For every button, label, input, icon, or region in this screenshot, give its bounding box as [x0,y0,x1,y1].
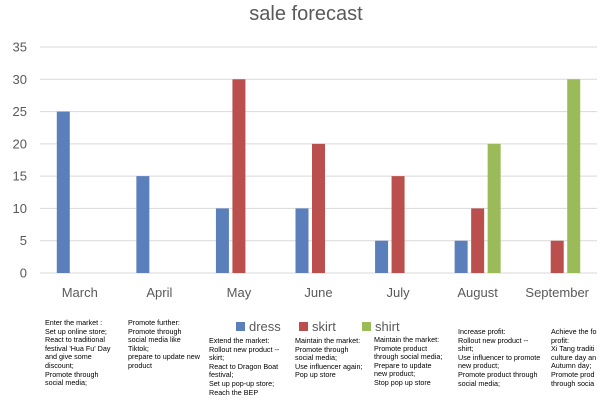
y-tick-label: 20 [13,136,27,151]
x-tick-label: July [387,285,411,300]
note-april: Promote further: Promote through social … [128,319,200,370]
bar-skirt-september [550,240,564,273]
legend-label-dress: dress [249,319,281,334]
bar-dress-june [295,208,309,273]
x-tick-label: August [457,285,498,300]
bar-skirt-june [312,143,325,273]
legend-swatch-skirt [299,322,308,331]
note-august: Increase profit: Rollout new product -- … [458,328,541,388]
y-tick-label: 5 [20,233,27,248]
y-tick-label: 15 [13,169,27,184]
bar-dress-may [215,208,229,273]
y-tick-label: 10 [13,201,27,216]
x-tick-label: May [227,285,252,300]
bars [56,79,581,274]
legend: dress skirt shirt [236,319,400,334]
y-tick-label: 30 [13,72,27,87]
bar-shirt-august [487,143,501,273]
x-axis-ticks: March April May June July August September [62,285,590,300]
legend-swatch-shirt [362,322,371,331]
note-september: Achieve the fo profit: Xi Tang traditi c… [551,328,597,388]
y-tick-label: 35 [13,40,27,55]
bar-dress-april [136,176,150,273]
x-tick-label: June [304,285,332,300]
bar-skirt-may [232,79,246,274]
legend-swatch-dress [236,322,245,331]
note-june: Maintain the market: Promote through soc… [295,337,363,380]
bar-dress-march [56,111,70,273]
bar-shirt-september [567,79,581,274]
note-march: Enter the market : Set up online store; … [45,319,111,388]
x-tick-label: March [62,285,98,300]
legend-label-shirt: shirt [375,319,400,334]
note-july: Maintain the market: Promote product thr… [374,336,443,387]
y-tick-label: 0 [20,266,27,281]
note-may: Extend the market: Rollout new product -… [209,337,280,397]
chart-title: sale forecast [249,3,363,25]
bar-dress-july [375,240,389,273]
y-tick-label: 25 [13,104,27,119]
y-axis-ticks: 0 5 10 15 20 25 30 35 [13,40,27,281]
x-tick-label: September [525,285,589,300]
bar-skirt-july [391,176,405,273]
bar-skirt-august [471,208,485,273]
bar-dress-august [454,240,468,273]
legend-label-skirt: skirt [312,319,336,334]
x-tick-label: April [146,285,172,300]
